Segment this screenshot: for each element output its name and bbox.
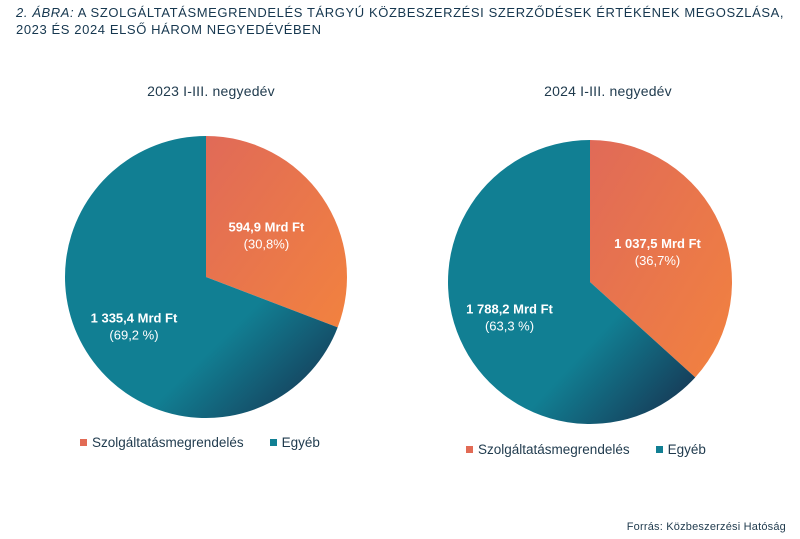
pie-slice-szolgaltatas [590,140,732,378]
legend-label-szolgaltatas: Szolgáltatásmegrendelés [478,442,630,457]
chart-2-title: 2024 I-III. negyedév [544,83,672,99]
data-label-value: 1 788,2 Mrd Ft [466,302,553,317]
data-label-percent: (30,8%) [244,236,290,251]
legend-swatch-egyeb [655,446,663,453]
figure-title: 2. ÁBRA: A szolgáltatásmegrendelés tárgy… [16,4,786,38]
legend-item-szolgaltatas: Szolgáltatásmegrendelés [80,435,244,450]
legend-label-egyeb: Egyéb [667,442,706,457]
figure-title-prefix: 2. ÁBRA: [16,5,75,20]
legend-item-egyeb: Egyéb [655,442,706,457]
legend-label-egyeb: Egyéb [281,435,320,450]
legend-2024: Szolgáltatásmegrendelés Egyéb [466,442,732,457]
figure-title-text: A szolgáltatásmegrendelés tárgyú közbesz… [16,5,785,37]
legend-label-szolgaltatas: Szolgáltatásmegrendelés [92,435,244,450]
pie-slice-egyeb [447,139,696,424]
chart-1-title: 2023 I-III. negyedév [147,83,275,99]
data-label-value: 1 335,4 Mrd Ft [91,311,178,326]
legend-2023: Szolgáltatásmegrendelés Egyéb [80,435,346,450]
legend-swatch-szolgaltatas [80,439,87,446]
pie-slice-egyeb [64,136,338,419]
legend-swatch-szolgaltatas [466,446,473,453]
data-label-percent: (36,7%) [635,253,681,268]
source-note: Forrás: Közbeszerzési Hatóság [626,521,786,533]
data-label-value: 1 037,5 Mrd Ft [614,236,701,251]
data-label-percent: (69,2 %) [109,328,158,343]
legend-item-szolgaltatas: Szolgáltatásmegrendelés [466,442,630,457]
data-label-value: 594,9 Mrd Ft [228,219,305,234]
data-label-percent: (63,3 %) [485,319,534,334]
legend-swatch-egyeb [269,439,277,446]
pie-slice-szolgaltatas [206,136,348,328]
legend-item-egyeb: Egyéb [269,435,320,450]
